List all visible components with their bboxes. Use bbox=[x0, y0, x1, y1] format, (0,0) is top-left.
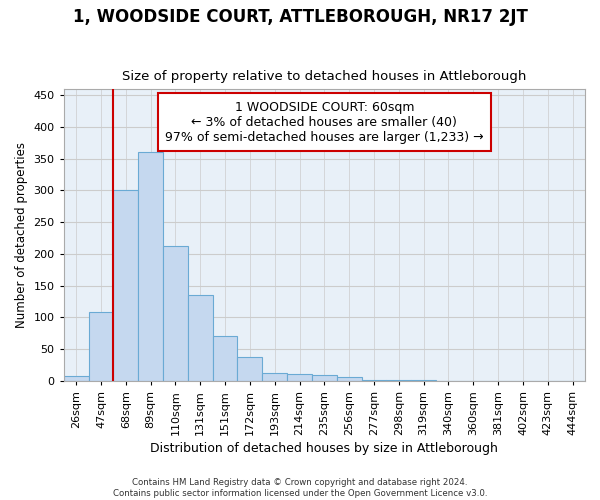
Bar bbox=[262, 372, 287, 381]
Text: Contains HM Land Registry data © Crown copyright and database right 2024.
Contai: Contains HM Land Registry data © Crown c… bbox=[113, 478, 487, 498]
Bar bbox=[64, 376, 89, 381]
Bar bbox=[212, 336, 238, 381]
X-axis label: Distribution of detached houses by size in Attleborough: Distribution of detached houses by size … bbox=[151, 442, 498, 455]
Bar bbox=[312, 374, 337, 381]
Bar bbox=[386, 380, 411, 381]
Bar bbox=[113, 190, 138, 381]
Title: Size of property relative to detached houses in Attleborough: Size of property relative to detached ho… bbox=[122, 70, 527, 84]
Bar bbox=[337, 377, 362, 381]
Bar bbox=[411, 380, 436, 381]
Bar bbox=[188, 295, 212, 381]
Y-axis label: Number of detached properties: Number of detached properties bbox=[15, 142, 28, 328]
Bar bbox=[362, 380, 386, 381]
Bar bbox=[138, 152, 163, 381]
Bar bbox=[238, 357, 262, 381]
Text: 1 WOODSIDE COURT: 60sqm
← 3% of detached houses are smaller (40)
97% of semi-det: 1 WOODSIDE COURT: 60sqm ← 3% of detached… bbox=[165, 100, 484, 144]
Bar bbox=[287, 374, 312, 381]
Bar bbox=[163, 246, 188, 381]
Text: 1, WOODSIDE COURT, ATTLEBOROUGH, NR17 2JT: 1, WOODSIDE COURT, ATTLEBOROUGH, NR17 2J… bbox=[73, 8, 527, 26]
Bar bbox=[89, 312, 113, 381]
